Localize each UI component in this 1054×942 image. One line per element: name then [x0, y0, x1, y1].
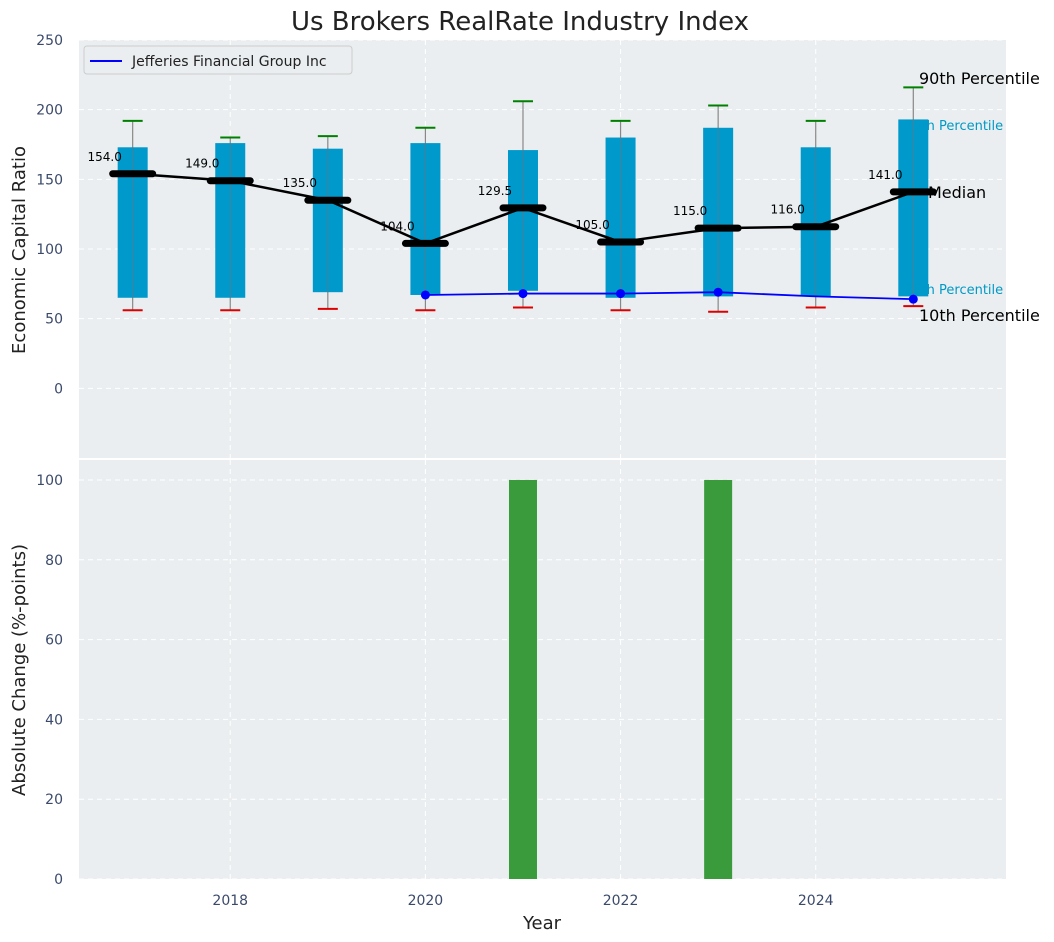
chart-title: Us Brokers RealRate Industry Index: [291, 7, 749, 37]
annotation-median: Median: [928, 183, 986, 202]
median-line-group: 154.0 149.0 135.0 104.0 129.5 105.0 115.0 116.0…: [87, 150, 937, 247]
x-tick-label: 2022: [603, 893, 639, 909]
bottom-y-tick-label: 60: [45, 633, 63, 649]
median-value-label-2025: 141.0: [868, 168, 902, 182]
legend-box: [83, 45, 353, 75]
legend: Jefferies Financial Group Inc: [83, 45, 353, 75]
top-y-ticks: 0 50 100 150 200 250: [36, 33, 63, 397]
bottom-y-tick-label: 100: [36, 473, 63, 489]
top-y-tick-label: 50: [45, 312, 63, 328]
median-value-label-2020: 104.0: [380, 219, 414, 233]
x-tick-label: 2020: [408, 893, 444, 909]
top-y-tick-label: 200: [36, 103, 63, 119]
median-value-label-2021: 129.5: [478, 184, 512, 198]
x-tick-label: 2024: [798, 893, 834, 909]
bottom-y-axis-label: Absolute Change (%-points): [9, 544, 30, 796]
bottom-y-tick-label: 80: [45, 553, 63, 569]
company-point-2021: [518, 289, 528, 299]
bottom-panel: [79, 460, 1006, 879]
bar-series: [508, 479, 733, 879]
bar-2023: [704, 479, 733, 879]
median-value-label-2024: 116.0: [771, 203, 805, 217]
bottom-y-tick-label: 20: [45, 792, 63, 808]
company-line: [425, 291, 914, 301]
company-point-2020: [420, 290, 430, 300]
top-y-tick-label: 150: [36, 172, 63, 188]
bar-2021: [508, 479, 537, 879]
bottom-y-tick-label: 40: [45, 712, 63, 728]
x-tick-label: 2018: [212, 893, 248, 909]
top-y-tick-label: 100: [36, 242, 63, 258]
bottom-y-ticks: 0 20 40 60 80 100: [36, 473, 63, 888]
bottom-grid: [79, 460, 1006, 880]
annotation-p25: 25th Percentile: [905, 283, 1003, 298]
company-line-group: [420, 287, 918, 304]
company-point-2025: [908, 294, 918, 304]
annotation-p90: 90th Percentile: [919, 69, 1040, 88]
company-point-2022: [616, 289, 626, 299]
annotation-p75: 75th Percentile: [905, 119, 1003, 134]
top-y-tick-label: 250: [36, 33, 63, 49]
bottom-y-tick-label: 0: [54, 872, 63, 888]
x-axis-label: Year: [522, 913, 562, 934]
box-series: [117, 86, 929, 313]
median-value-label-2022: 105.0: [575, 218, 609, 232]
bottom-x-ticks: 2018 2020 2022 2024: [212, 893, 833, 909]
company-point-2023: [713, 287, 723, 297]
top-y-axis-label: Economic Capital Ratio: [9, 146, 30, 354]
median-value-label-2023: 115.0: [673, 204, 707, 218]
median-value-label-2019: 135.0: [283, 176, 317, 190]
top-y-tick-label: 0: [54, 381, 63, 397]
legend-label: Jefferies Financial Group Inc: [131, 54, 327, 70]
median-value-label-2018: 149.0: [185, 157, 219, 171]
annotation-p10: 10th Percentile: [919, 306, 1040, 325]
median-value-label-2017: 154.0: [87, 150, 121, 164]
